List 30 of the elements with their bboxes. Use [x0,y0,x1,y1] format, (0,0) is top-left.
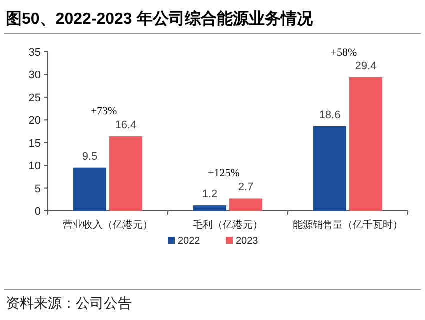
data-label: 18.6 [319,110,341,122]
y-tick-label: 10 [28,160,41,173]
legend-label: 2022 [178,236,201,247]
data-label: 16.4 [115,119,137,132]
data-label: 9.5 [82,150,98,163]
y-tick-label: 15 [28,138,41,150]
bar [194,206,226,211]
bar [314,126,346,211]
bar [110,136,142,211]
x-tick-label: 营业收入（亿港元） [63,219,153,231]
data-label: 29.4 [355,60,377,72]
x-tick-label: 能源销售量（亿千瓦时） [293,219,403,231]
bar [350,77,382,211]
y-tick-label: 20 [28,115,41,128]
y-tick-label: 0 [34,206,41,218]
legend-label: 2023 [236,236,259,247]
chart-title: 图50、2022-2023 年公司综合能源业务情况 [6,10,314,28]
annotation: +73% [90,105,118,118]
y-tick-label: 35 [28,47,41,59]
y-tick-label: 25 [28,92,41,104]
data-label: 2.7 [238,182,254,194]
bar [230,198,262,211]
bar [74,168,106,211]
y-tick-label: 30 [28,70,41,82]
text: 资料来源：公司公告 [6,295,132,311]
y-tick-label: 5 [34,183,41,196]
annotation: +58% [330,47,358,59]
x-tick-label: 毛利（亿港元） [193,219,263,231]
data-label: 1.2 [202,188,218,201]
annotation: +125% [208,168,240,180]
